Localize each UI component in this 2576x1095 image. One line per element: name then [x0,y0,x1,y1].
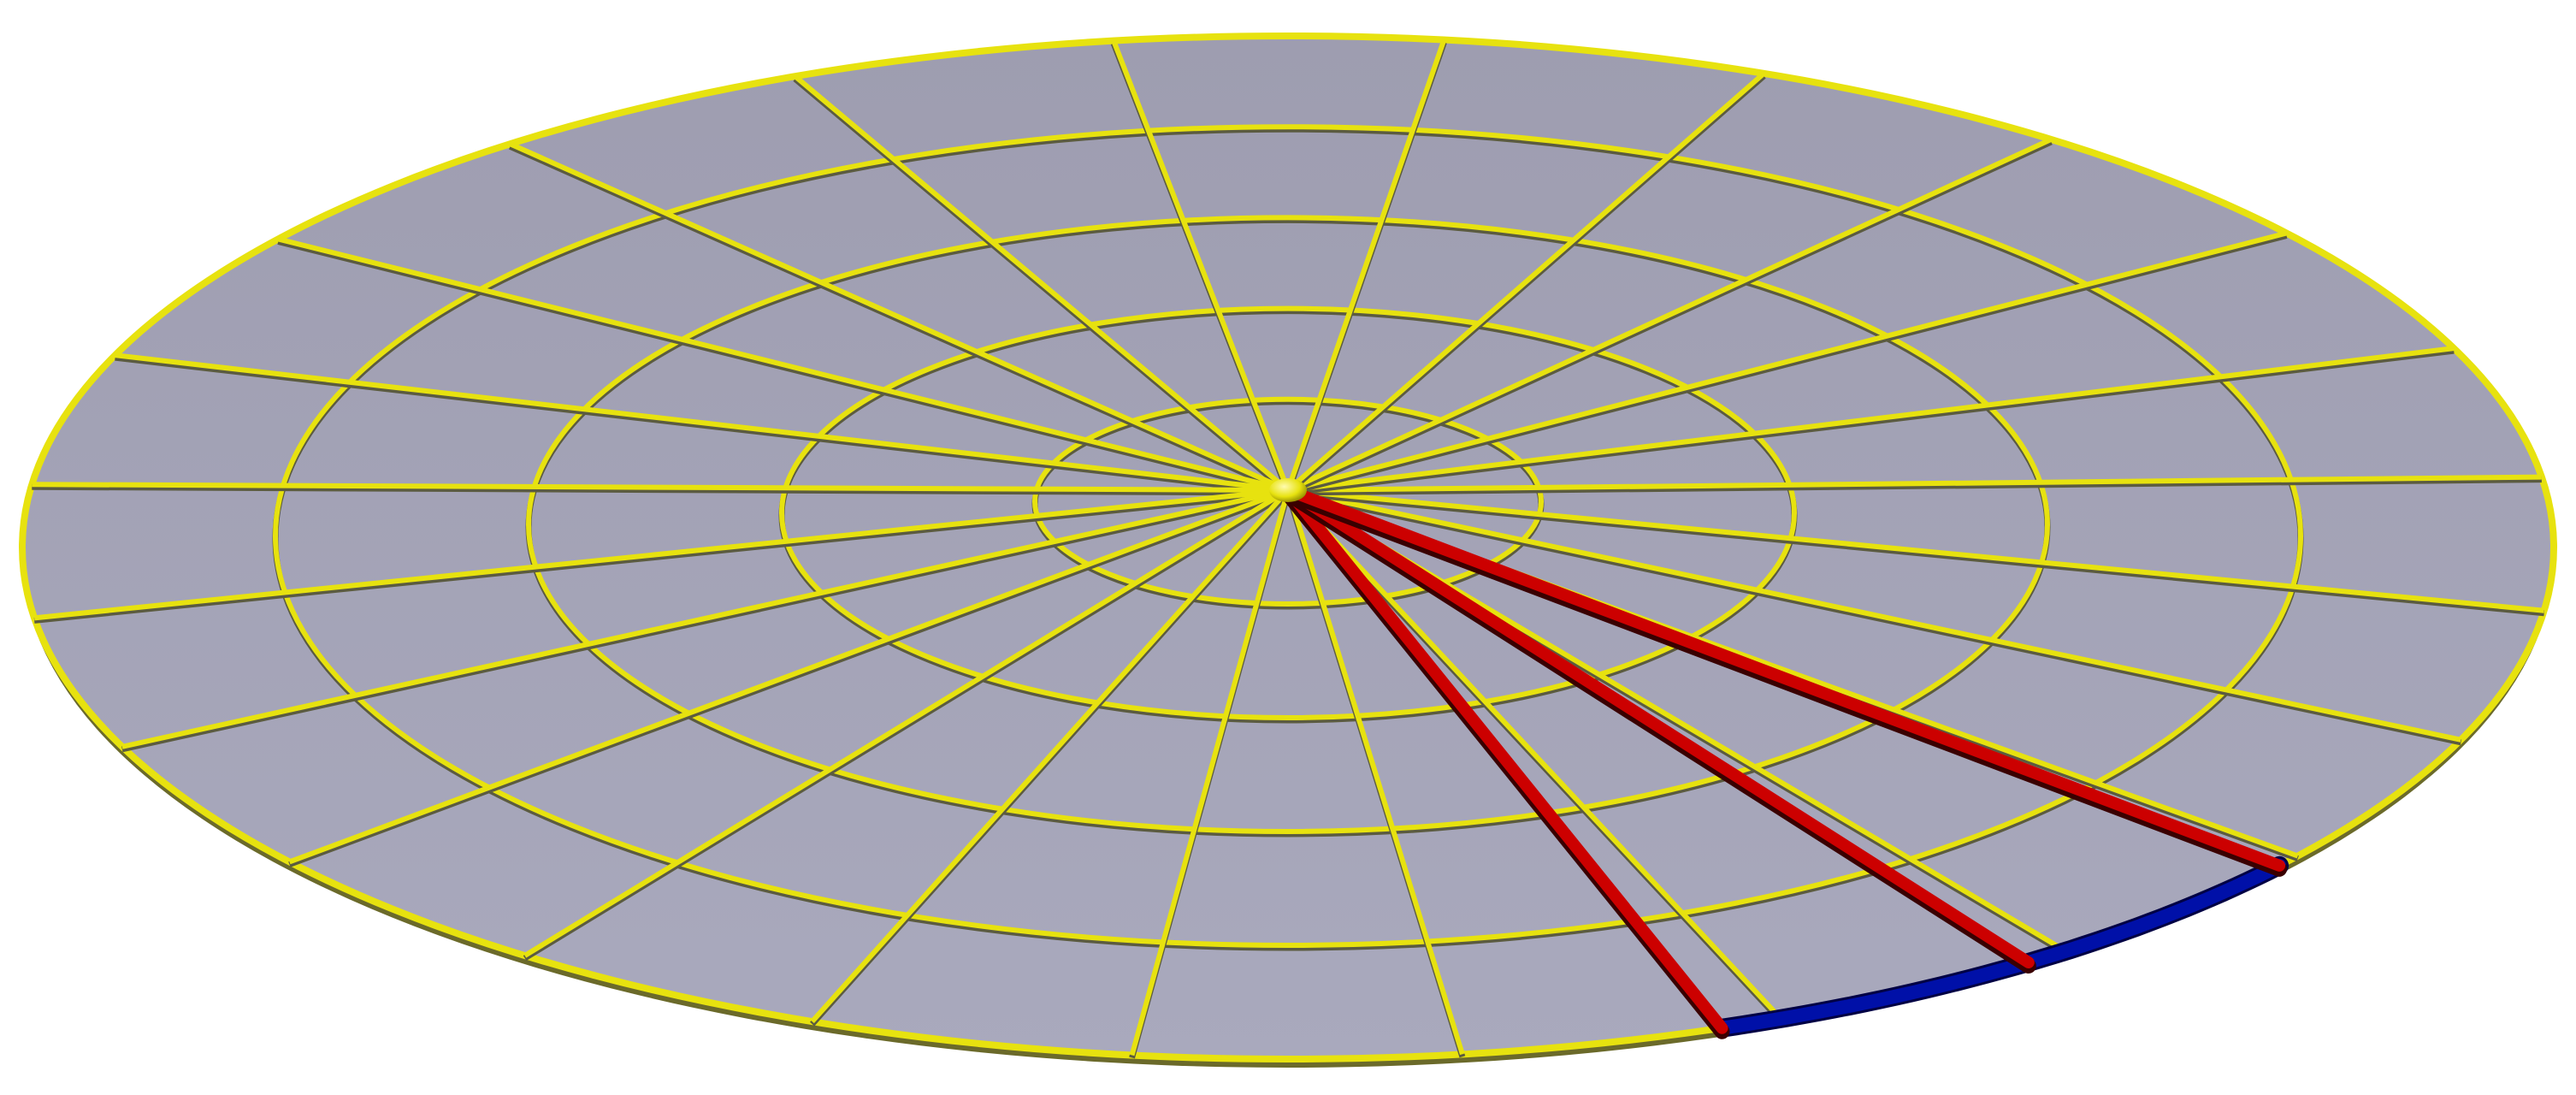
grid-spoke [277,236,1289,493]
grid-ring [526,215,2050,834]
grid-spoke [32,482,1289,493]
grid-ring [273,124,2303,948]
highlight-spoke-3 [1282,484,2286,872]
highlight-spoke-1 [1282,484,1728,1034]
grid-rings [272,124,2304,951]
grid-spoke [1285,38,1447,491]
grid-spoke [1287,488,2462,743]
grid-spoke [1286,71,1766,493]
grid-spoke [509,141,1290,493]
grid-spoke [121,488,1289,749]
grid-spoke [115,352,1289,493]
grid-spoke [1287,488,2544,613]
grid-spoke [1286,137,2053,493]
grid-spoke [1111,39,1291,492]
grid-spoke [1287,346,2455,493]
grid-spoke [1129,489,1291,1057]
grid-spoke [1287,474,2542,493]
grid-ring [779,305,1797,720]
highlighted-sector [1280,484,2289,1039]
center-hub [1269,478,1307,502]
grid-spoke [793,74,1290,493]
grid-spoke [523,488,1290,958]
grid-spoke [1285,488,1783,1021]
grid-ring [1032,396,1544,607]
disk-surface [19,33,2557,1062]
grid-spoke [1285,489,1465,1056]
grid-spoke [288,488,1290,865]
highlight-spoke-2 [1282,484,2035,968]
grid-spoke [33,488,1289,621]
grid-spoke [810,488,1291,1024]
grid-spoke [1287,230,2288,493]
